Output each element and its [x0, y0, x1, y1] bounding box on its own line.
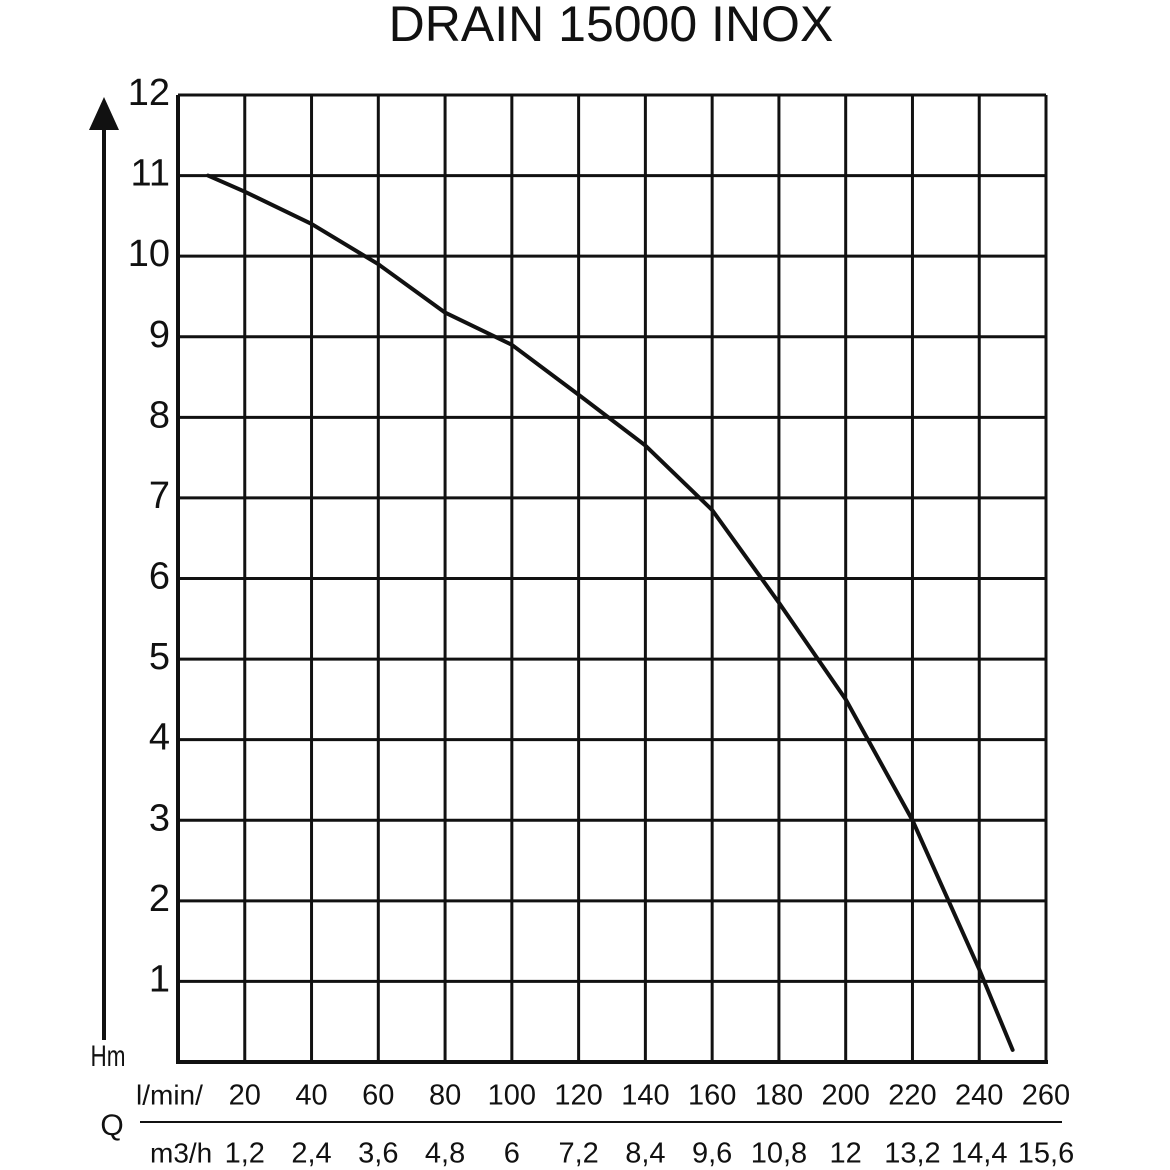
x2-unit: m3/h [150, 1137, 212, 1168]
x-axis-label: Q [100, 1109, 123, 1142]
y-tick-label: 4 [149, 717, 170, 759]
x2-tick-label: 13,2 [884, 1138, 940, 1170]
y-tick-label: 11 [131, 153, 170, 195]
chart-title: DRAIN 15000 INOX [389, 0, 834, 52]
x-tick-label: 260 [1022, 1080, 1070, 1112]
x2-tick-label: 12 [830, 1138, 862, 1170]
y-tick-label: 6 [149, 556, 170, 598]
x-tick-label: 60 [362, 1080, 394, 1112]
x2-tick-label: 2,4 [291, 1138, 331, 1170]
y-tick-label: 8 [149, 394, 170, 436]
x-tick-label: 140 [621, 1080, 669, 1112]
x2-tick-label: 14,4 [951, 1138, 1007, 1170]
y-tick-label: 12 [128, 72, 170, 114]
x-tick-label: 40 [295, 1080, 327, 1112]
curve [206, 173, 1015, 1052]
arrow-head [89, 97, 119, 130]
x-tick-label: 100 [488, 1080, 536, 1112]
y-tick-label: 1 [149, 958, 170, 1000]
x2-tick-label: 3,6 [358, 1138, 398, 1170]
y-tick-label: 5 [149, 636, 170, 678]
x2-tick-label: 10,8 [751, 1138, 807, 1170]
x-tick-label: 80 [429, 1080, 461, 1112]
y-tick-label: 10 [128, 233, 170, 275]
x2-tick-label: 7,2 [558, 1138, 598, 1170]
x-unit: l/min/ [136, 1079, 203, 1110]
y-tick-label: 3 [149, 797, 170, 839]
x2-tick-label: 9,6 [692, 1138, 732, 1170]
x2-tick-label: 6 [504, 1138, 520, 1170]
x-tick-label: 200 [821, 1080, 869, 1112]
x2-tick-label: 4,8 [425, 1138, 465, 1170]
y-tick-label: 7 [149, 475, 170, 517]
x2-tick-label: 15,6 [1018, 1138, 1074, 1170]
y-tick-label: 9 [149, 314, 170, 356]
x2-tick-label: 8,4 [625, 1138, 665, 1170]
y-tick-label: 2 [149, 878, 170, 920]
x-tick-label: 120 [554, 1080, 602, 1112]
y-axis-label: Hm [91, 1039, 126, 1073]
x-tick-label: 180 [755, 1080, 803, 1112]
x-tick-label: 220 [888, 1080, 936, 1112]
x-tick-label: 160 [688, 1080, 736, 1112]
x-tick-label: 240 [955, 1080, 1003, 1112]
x-tick-label: 20 [229, 1080, 261, 1112]
x2-tick-label: 1,2 [225, 1138, 265, 1170]
